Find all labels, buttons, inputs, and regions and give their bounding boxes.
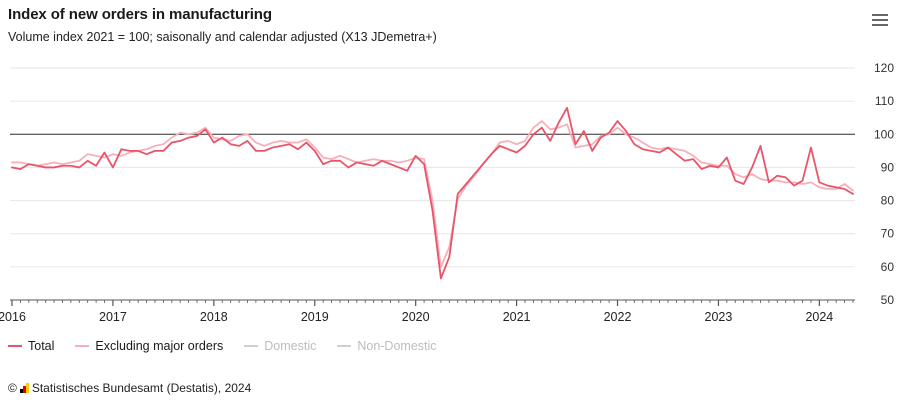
legend: Total Excluding major orders Domestic No… (8, 339, 458, 353)
x-tick-label-2022: 2022 (604, 310, 632, 324)
chart-subtitle: Volume index 2021 = 100; saisonally and … (8, 30, 437, 44)
copyright-symbol: © (8, 381, 17, 395)
x-tick-label-2024: 2024 (805, 310, 833, 324)
y-tick-label-120: 120 (874, 61, 894, 75)
x-tick-label-2019: 2019 (301, 310, 329, 324)
source-credit: © Statistisches Bundesamt (Destatis), 20… (8, 381, 251, 395)
legend-label-domestic: Domestic (264, 339, 317, 353)
destatis-logo-icon (19, 383, 29, 393)
x-tick-label-2023: 2023 (705, 310, 733, 324)
legend-swatch-total (8, 345, 22, 347)
series-line-total (11, 106, 854, 280)
legend-label-non-domestic: Non-Domestic (357, 339, 437, 353)
x-tick-label-2017: 2017 (99, 310, 127, 324)
legend-item-domestic[interactable]: Domestic (244, 339, 316, 353)
y-tick-label-60: 60 (881, 260, 895, 274)
legend-label-excluding-major-orders: Excluding major orders (95, 339, 224, 353)
y-tick-label-100: 100 (874, 127, 894, 141)
legend-item-total[interactable]: Total (8, 339, 54, 353)
x-tick-label-2018: 2018 (200, 310, 228, 324)
series-line-excluding-major-orders (11, 120, 854, 268)
legend-swatch-non-domestic (337, 345, 352, 347)
hamburger-menu-icon[interactable] (870, 12, 890, 28)
legend-swatch-excluding-major-orders (75, 345, 90, 347)
legend-swatch-domestic (244, 345, 259, 347)
chart-title: Index of new orders in manufacturing (8, 6, 272, 23)
y-tick-label-80: 80 (881, 194, 895, 208)
y-tick-label-70: 70 (881, 227, 895, 241)
legend-item-non-domestic[interactable]: Non-Domestic (337, 339, 437, 353)
x-tick-label-2020: 2020 (402, 310, 430, 324)
x-tick-label-2016: 2016 (0, 310, 26, 324)
legend-item-excluding-major-orders[interactable]: Excluding major orders (75, 339, 223, 353)
y-tick-label-50: 50 (881, 293, 895, 307)
legend-label-total: Total (28, 339, 55, 353)
y-tick-label-90: 90 (881, 160, 895, 174)
y-tick-label-110: 110 (875, 94, 894, 108)
x-tick-label-2021: 2021 (503, 310, 531, 324)
source-text: Statistisches Bundesamt (Destatis), 2024 (31, 381, 252, 395)
